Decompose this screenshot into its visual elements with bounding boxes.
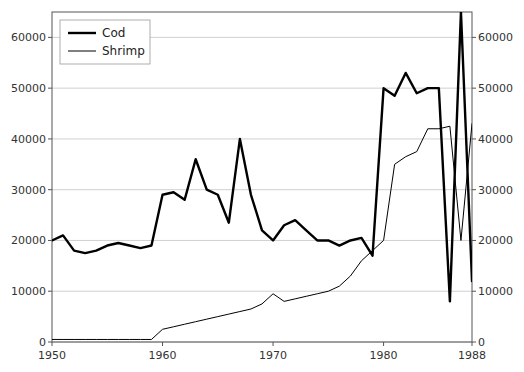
tick (48, 88, 52, 89)
tick-label: 0 (478, 336, 485, 349)
tick (48, 342, 52, 343)
tick (52, 342, 53, 346)
tick-label: 60000 (11, 31, 46, 44)
tick-label: 30000 (478, 184, 513, 197)
tick-label: 40000 (478, 133, 513, 146)
grid (52, 37, 472, 342)
tick (472, 342, 473, 346)
legend-box (60, 20, 150, 64)
tick (383, 342, 384, 346)
y-axis: 0 10000 20000 30000 40000 50000 60000 (11, 31, 52, 349)
grid-line (52, 189, 472, 190)
tick-label: 1988 (458, 349, 486, 362)
tick (472, 88, 476, 89)
tick-label: 1980 (370, 349, 398, 362)
tick (472, 37, 476, 38)
tick-label: 50000 (11, 82, 46, 95)
legend: Cod Shrimp (60, 20, 150, 64)
grid-line (52, 88, 472, 89)
tick-label: 10000 (11, 285, 46, 298)
tick-label: 1960 (149, 349, 177, 362)
tick-label: 20000 (478, 234, 513, 247)
tick (48, 37, 52, 38)
grid-line (52, 291, 472, 292)
tick-label: 10000 (478, 285, 513, 298)
tick (273, 342, 274, 346)
tick-label: 30000 (11, 184, 46, 197)
line-series (52, 124, 472, 340)
tick (48, 240, 52, 241)
tick (472, 189, 476, 190)
grid-line (52, 138, 472, 139)
grid-line (52, 240, 472, 241)
legend-label: Shrimp (102, 44, 145, 58)
tick-label: 1970 (259, 349, 287, 362)
legend-swatch (68, 32, 96, 34)
line-series (52, 12, 472, 301)
legend-swatch (68, 51, 96, 52)
tick (472, 240, 476, 241)
tick (48, 138, 52, 139)
tick-label: 20000 (11, 234, 46, 247)
tick-label: 50000 (478, 82, 513, 95)
y2-axis: 0 10000 20000 30000 40000 50000 60000 (472, 31, 513, 349)
tick (48, 189, 52, 190)
legend-label: Cod (102, 26, 125, 40)
tick-label: 0 (39, 336, 46, 349)
tick (162, 342, 163, 346)
chart: 0 10000 20000 30000 40000 50000 60000 0 10000 200… (0, 0, 524, 372)
tick (472, 291, 476, 292)
tick (48, 291, 52, 292)
plot-frame (52, 12, 472, 342)
tick-label: 1950 (38, 349, 66, 362)
x-axis: 1950 1960 1970 1980 1988 (38, 342, 486, 362)
tick (472, 342, 476, 343)
tick-label: 40000 (11, 133, 46, 146)
tick (472, 138, 476, 139)
tick-label: 60000 (478, 31, 513, 44)
lines (52, 12, 472, 339)
